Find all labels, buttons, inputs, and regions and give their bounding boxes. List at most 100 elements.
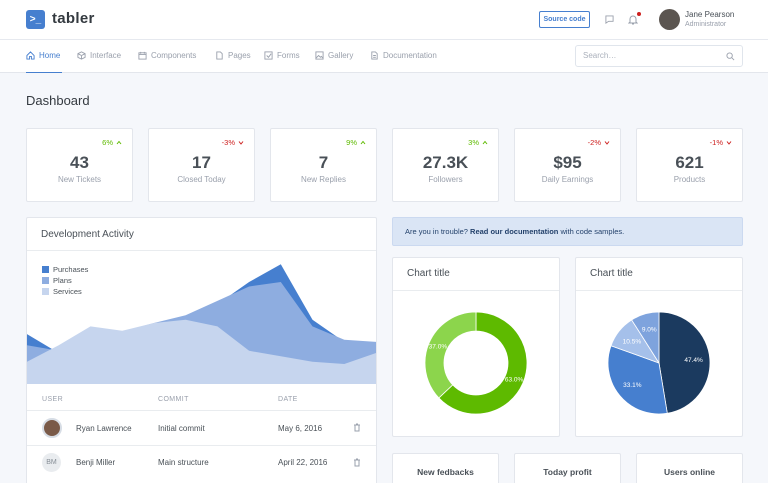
legend-swatch xyxy=(42,277,49,284)
user-role: Administrator xyxy=(685,21,727,28)
legend-swatch xyxy=(42,288,49,295)
legend-label: Plans xyxy=(53,276,72,285)
documentation-link[interactable]: Read our documentation xyxy=(470,227,559,236)
card-label: Users online xyxy=(663,467,716,477)
slice-label: 63.0% xyxy=(505,377,524,384)
nav-item-label: Forms xyxy=(277,51,300,60)
bell-icon[interactable] xyxy=(628,14,638,25)
stat-card: -1% 621 Products xyxy=(636,128,743,202)
nav-item-pages[interactable]: Pages xyxy=(215,51,251,60)
slice-3 xyxy=(631,311,660,365)
column-header-date: DATE xyxy=(278,396,298,403)
legend-item: Purchases xyxy=(42,264,88,275)
row-date: May 6, 2016 xyxy=(278,424,323,433)
search-icon[interactable] xyxy=(726,52,735,61)
nav-item-forms[interactable]: Forms xyxy=(264,51,300,60)
legend-item: Services xyxy=(42,286,88,297)
stat-label: New Replies xyxy=(301,175,346,184)
stat-label: Daily Earnings xyxy=(541,175,594,184)
stat-card: 9% 7 New Replies xyxy=(270,128,377,202)
nav-item-gallery[interactable]: Gallery xyxy=(315,51,353,60)
stat-label: Closed Today xyxy=(177,175,226,184)
chevron-down-icon xyxy=(604,141,610,145)
nav-item-label: Home xyxy=(39,51,61,60)
slice-label: 10.5% xyxy=(623,338,642,345)
nav-item-label: Interface xyxy=(90,51,122,60)
file-text-icon xyxy=(371,51,378,60)
source-code-button[interactable]: Source code xyxy=(539,11,590,28)
stat-change: -3% xyxy=(221,138,235,147)
area-series-services xyxy=(27,319,376,384)
alert-text: with code samples. xyxy=(558,227,625,236)
stat-value: 621 xyxy=(675,153,704,172)
nav-item-label: Documentation xyxy=(383,51,437,60)
row-date: April 22, 2016 xyxy=(278,458,328,467)
stat-change-wrap: -2% xyxy=(588,138,610,147)
calendar-icon xyxy=(138,51,147,60)
divider xyxy=(27,410,376,411)
stat-label: Products xyxy=(673,175,706,184)
nav-item-home[interactable]: Home xyxy=(26,51,60,60)
slice-0 xyxy=(438,311,528,415)
stat-change: 3% xyxy=(468,138,479,147)
divider xyxy=(27,445,376,446)
activity-area-chart xyxy=(27,264,376,384)
pie-chart: 47.4% 33.1% 10.5%9.0% xyxy=(607,311,711,415)
nav-item-documentation[interactable]: Documentation xyxy=(370,51,437,60)
legend-item: Plans xyxy=(42,275,88,286)
chevron-up-icon xyxy=(482,140,488,145)
users-online-card xyxy=(636,453,743,483)
logo-icon[interactable]: >_ xyxy=(26,10,45,29)
chevron-up-icon xyxy=(360,140,366,145)
trash-icon[interactable] xyxy=(353,423,361,432)
slice-1 xyxy=(607,345,668,415)
active-tab-indicator xyxy=(26,72,62,73)
row-commit: Main structure xyxy=(158,458,209,467)
message-icon[interactable] xyxy=(605,15,614,24)
stat-card: -2% $95 Daily Earnings xyxy=(514,128,621,202)
feedbacks-card xyxy=(392,453,499,483)
divider xyxy=(27,250,376,251)
stat-change-wrap: -1% xyxy=(710,138,732,147)
nav-item-label: Pages xyxy=(228,51,251,60)
file-icon xyxy=(216,51,223,60)
nav-item-components[interactable]: Components xyxy=(138,51,196,60)
legend-swatch xyxy=(42,266,49,273)
stat-value: 17 xyxy=(192,153,211,172)
logo-text[interactable]: tabler xyxy=(52,10,95,27)
slice-1 xyxy=(424,311,477,399)
nav-item-label: Components xyxy=(151,51,197,60)
stat-label: New Tickets xyxy=(57,175,102,184)
stat-card: -3% 17 Closed Today xyxy=(148,128,255,202)
slice-label: 9.0% xyxy=(642,327,657,334)
image-icon xyxy=(315,51,324,60)
row-user: Ryan Lawrence xyxy=(76,424,132,433)
stat-value: 27.3K xyxy=(422,153,469,172)
nav-item-interface[interactable]: Interface xyxy=(77,51,121,60)
profit-card xyxy=(514,453,621,483)
user-name[interactable]: Jane Pearson xyxy=(685,10,735,19)
chevron-down-icon xyxy=(726,141,732,145)
stat-change-wrap: 6% xyxy=(102,138,122,147)
stat-change-wrap: 9% xyxy=(346,138,366,147)
slice-label: 47.4% xyxy=(684,357,703,364)
trash-icon[interactable] xyxy=(353,458,361,467)
activity-title: Development Activity xyxy=(41,229,134,240)
notification-dot xyxy=(637,12,641,16)
chevron-up-icon xyxy=(116,140,122,145)
stat-change: 9% xyxy=(346,138,357,147)
nav-item-label: Gallery xyxy=(328,51,354,60)
card-label: Today profit xyxy=(543,467,592,477)
stat-card: 6% 43 New Tickets xyxy=(26,128,133,202)
stat-value: $95 xyxy=(553,153,582,172)
stat-value: 43 xyxy=(70,153,89,172)
avatar[interactable] xyxy=(659,9,680,30)
avatar: BM xyxy=(42,453,61,472)
search-input[interactable]: Search… xyxy=(575,45,743,67)
row-commit: Initial commit xyxy=(158,424,205,433)
box-icon xyxy=(77,51,86,60)
column-header-commit: COMMIT xyxy=(158,396,189,403)
page-title: Dashboard xyxy=(26,93,90,108)
card-label: New fedbacks xyxy=(417,467,474,477)
stat-value: 7 xyxy=(318,153,329,172)
